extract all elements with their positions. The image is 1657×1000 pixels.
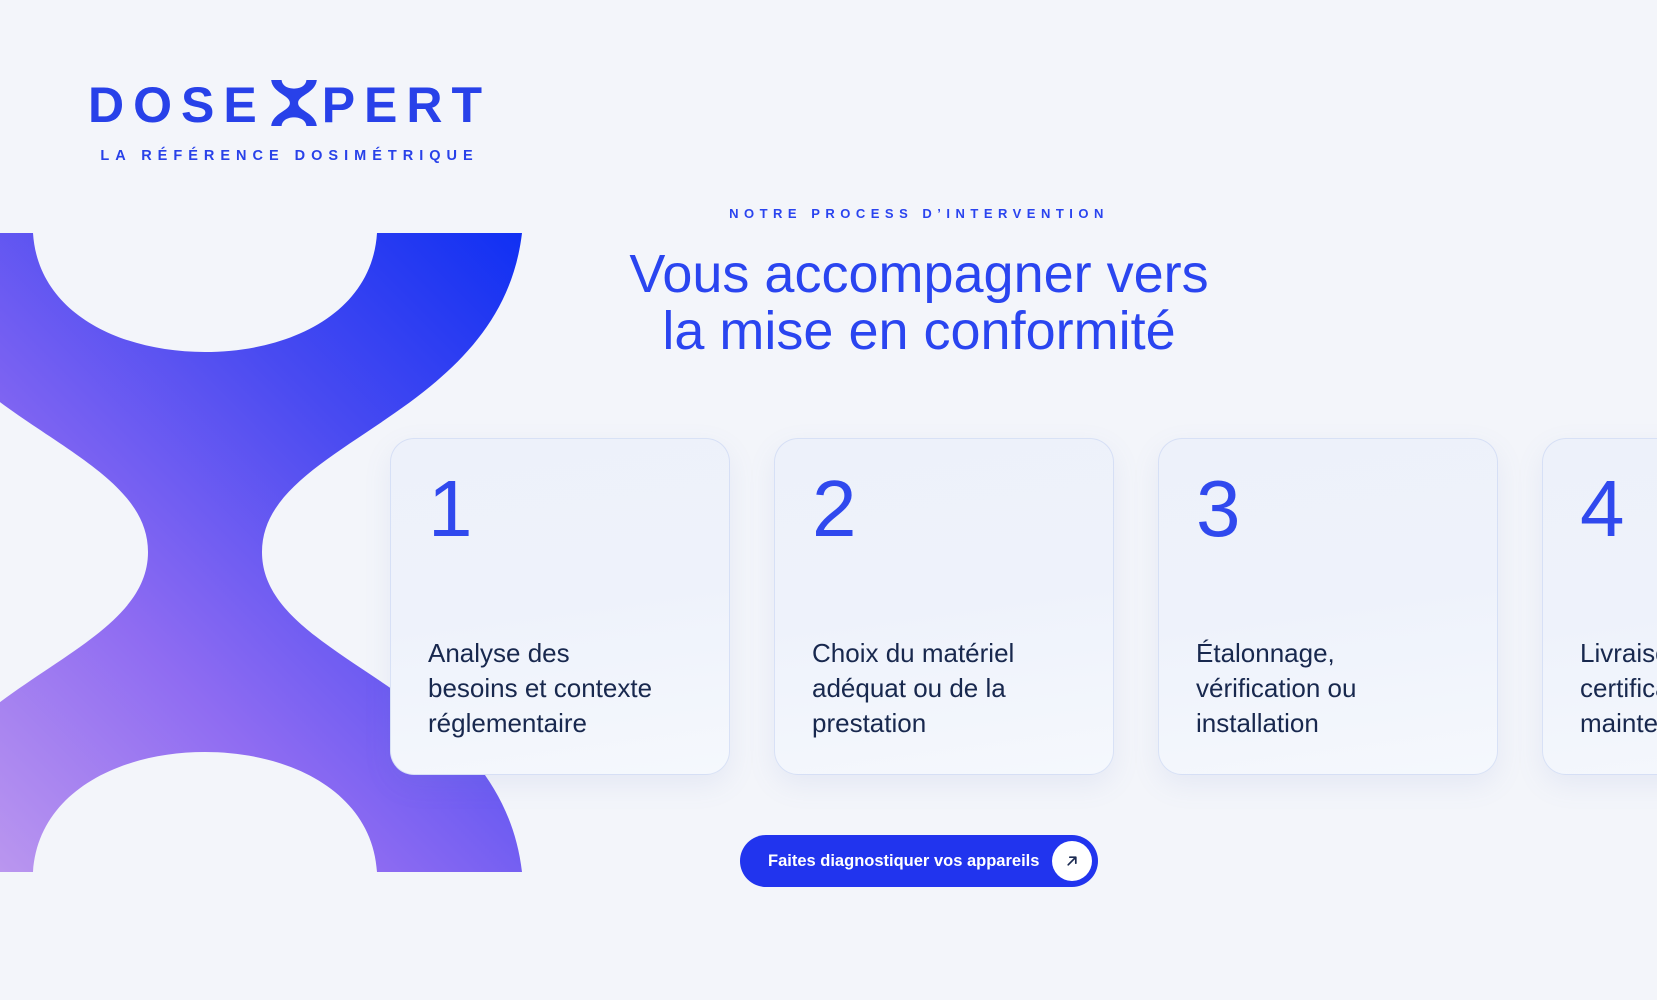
step-description-line: Livraison	[1580, 638, 1657, 668]
step-card-2: 2 Choix du matériel adéquat ou de la pre…	[774, 438, 1114, 775]
step-description-line: installation	[1196, 708, 1319, 738]
step-description: Choix du matériel adéquat ou de la prest…	[812, 636, 1014, 741]
section-eyebrow: NOTRE PROCESS D’INTERVENTION	[729, 206, 1109, 221]
step-description: Analyse des besoins et contexte réglemen…	[428, 636, 652, 741]
brand-wordmark: DOSE PERT	[88, 80, 491, 130]
step-card-3: 3 Étalonnage, vérification ou installati…	[1158, 438, 1498, 775]
section-title-line1: Vous accompagner vers	[629, 244, 1209, 304]
step-description-line: Analyse des	[428, 638, 570, 668]
section-title-line2: la mise en conformité	[662, 301, 1176, 361]
step-description-line: vérification ou	[1196, 673, 1357, 703]
step-description-line: maintenance	[1580, 708, 1657, 738]
dosexpert-x-icon	[270, 80, 317, 126]
step-number: 3	[1196, 464, 1241, 553]
step-description-line: Étalonnage,	[1196, 638, 1335, 668]
arrow-up-right-icon	[1052, 841, 1092, 881]
step-card-1: 1 Analyse des besoins et contexte réglem…	[390, 438, 730, 775]
brand-tagline: LA RÉFÉRENCE DOSIMÉTRIQUE	[100, 148, 479, 164]
step-number: 2	[812, 464, 857, 553]
brand-name-pre: DOSE	[88, 77, 266, 133]
section-title: Vous accompagner vers la mise en conform…	[419, 246, 1419, 360]
step-number: 1	[428, 464, 473, 553]
step-description: Livraison certificat maintenance	[1580, 636, 1657, 741]
step-description-line: adéquat ou de la	[812, 673, 1006, 703]
diagnose-cta-button[interactable]: Faites diagnostiquer vos appareils	[740, 835, 1098, 887]
diagnose-cta-label: Faites diagnostiquer vos appareils	[768, 851, 1040, 870]
brand-name-post: PERT	[321, 77, 492, 133]
brand-logo[interactable]: DOSE PERT LA RÉFÉRENCE DOSIMÉTRIQUE	[88, 80, 491, 164]
step-card-4: 4 Livraison certificat maintenance	[1542, 438, 1657, 775]
step-description-line: certificat	[1580, 673, 1657, 703]
step-description-line: prestation	[812, 708, 927, 738]
step-description: Étalonnage, vérification ou installation	[1196, 636, 1356, 741]
step-description-line: besoins et contexte	[428, 673, 653, 703]
step-description-line: réglementaire	[428, 708, 587, 738]
step-number: 4	[1580, 464, 1625, 553]
step-description-line: Choix du matériel	[812, 638, 1015, 668]
